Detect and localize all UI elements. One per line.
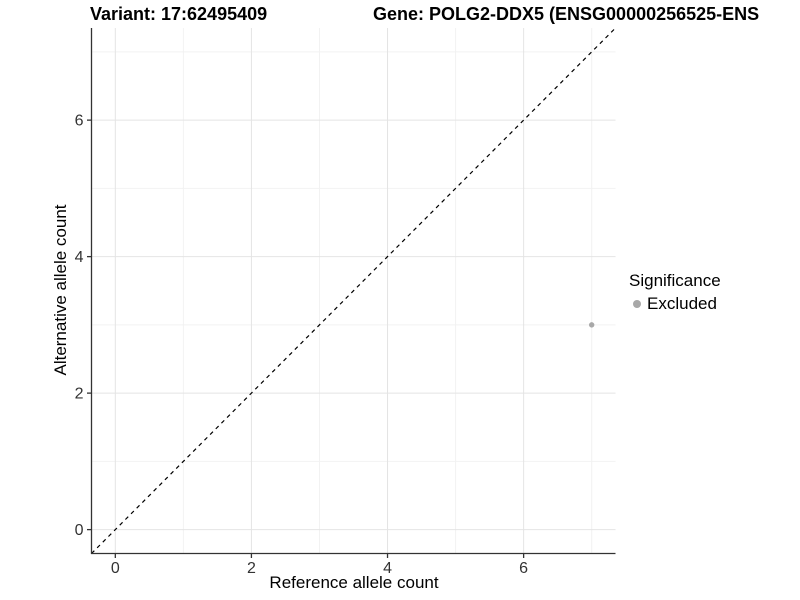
gene-title: Gene: POLG2-DDX5 (ENSG00000256525-ENS (373, 4, 760, 24)
x-tick-label: 6 (519, 560, 528, 577)
x-tick-label: 4 (383, 560, 392, 577)
x-tick-label: 0 (111, 560, 120, 577)
y-tick-label: 6 (75, 113, 84, 130)
y-tick-label: 4 (75, 249, 84, 266)
excluded-point-icon (633, 300, 641, 308)
legend-entry-excluded: Excluded (629, 294, 721, 314)
y-axis-title: Alternative allele count (51, 204, 70, 376)
data-point (588, 322, 595, 328)
legend-entry-label: Excluded (647, 294, 717, 313)
y-tick-label: 0 (75, 522, 84, 539)
x-axis-title: Reference allele count (269, 573, 439, 592)
legend-title: Significance (629, 271, 721, 290)
legend: Significance Excluded (629, 271, 721, 314)
y-tick-label: 2 (75, 386, 84, 403)
x-tick-label: 2 (247, 560, 256, 577)
identity-reference-line (91, 27, 616, 554)
variant-title: Variant: 17:62495409 (90, 4, 268, 24)
